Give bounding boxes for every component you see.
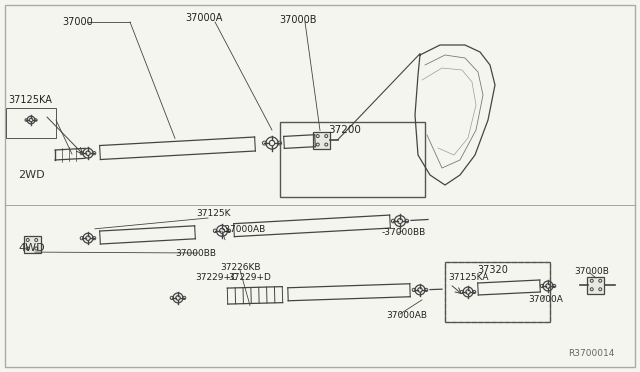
- Bar: [445, 262, 550, 322]
- Text: 37000A: 37000A: [528, 295, 563, 305]
- Text: 37229+D: 37229+D: [228, 273, 271, 282]
- Text: 37125KA: 37125KA: [8, 95, 52, 105]
- Text: 2WD: 2WD: [18, 170, 45, 180]
- Text: 37000B: 37000B: [279, 15, 317, 25]
- Bar: [314, 132, 330, 149]
- Text: -37000AB: -37000AB: [222, 224, 266, 234]
- Text: 37229+C: 37229+C: [195, 273, 237, 282]
- Bar: [6, 108, 56, 138]
- Bar: [445, 262, 550, 322]
- Text: 37200: 37200: [328, 125, 362, 135]
- Bar: [280, 122, 425, 197]
- Text: 37000A: 37000A: [185, 13, 222, 23]
- Text: 37125K: 37125K: [196, 208, 230, 218]
- Bar: [588, 276, 605, 294]
- Text: 37125KA: 37125KA: [448, 273, 488, 282]
- Text: 37000B: 37000B: [574, 266, 609, 276]
- Text: R3700014: R3700014: [568, 350, 614, 359]
- Text: 37226KB: 37226KB: [220, 263, 260, 273]
- Text: 37320: 37320: [477, 265, 508, 275]
- Text: 37000BB: 37000BB: [175, 248, 216, 257]
- Text: 37000AB: 37000AB: [386, 311, 427, 320]
- Text: -37000BB: -37000BB: [382, 228, 426, 237]
- Text: 4WD: 4WD: [18, 243, 45, 253]
- Bar: [24, 236, 40, 253]
- Text: 37000: 37000: [62, 17, 93, 27]
